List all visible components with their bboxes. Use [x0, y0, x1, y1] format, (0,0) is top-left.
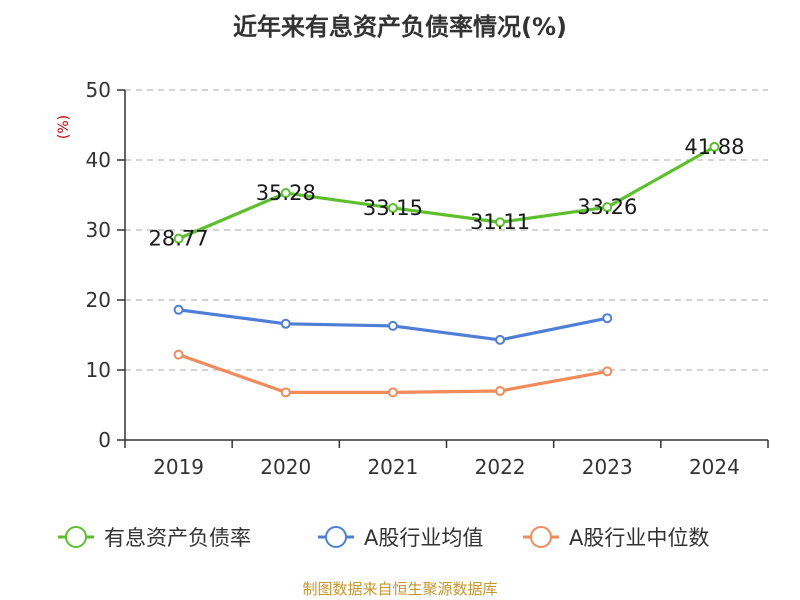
data-label: 28.77 [149, 227, 209, 251]
data-point [280, 387, 291, 398]
x-tick-label: 2023 [582, 455, 633, 479]
series-3 [173, 349, 613, 398]
x-tick-label: 2021 [367, 455, 418, 479]
series-1 [173, 141, 720, 244]
data-point [495, 386, 506, 396]
data-point [280, 318, 291, 329]
legend-marker [65, 526, 87, 548]
data-label: 31.11 [470, 210, 530, 234]
x-tick-label: 2022 [475, 455, 526, 479]
data-point [387, 202, 398, 213]
data-point [173, 233, 184, 244]
x-tick-label: 2024 [689, 455, 740, 479]
series-2 [173, 304, 613, 345]
y-tick-label: 20 [86, 288, 111, 312]
data-point [709, 141, 720, 152]
series-layer [173, 141, 720, 398]
y-tick-label: 50 [86, 78, 111, 102]
y-axis-label: (%) [56, 115, 72, 139]
axes: 0 10 20 30 40 50 2019 2020 2021 2022 2023 2024 (%) [56, 78, 769, 479]
data-label: 35.28 [256, 181, 316, 205]
legend-item-3: A股行业中位数 [523, 526, 709, 550]
y-tick-label: 30 [86, 218, 111, 242]
data-point [602, 202, 613, 213]
legend-marker [530, 526, 552, 548]
x-tick-label: 2020 [260, 455, 311, 479]
legend-label: 有息资产负债率 [104, 526, 251, 550]
data-label: 41.88 [684, 135, 744, 159]
data-point [280, 188, 291, 199]
data-point [387, 387, 398, 398]
data-point [173, 349, 184, 360]
y-tick-label: 40 [86, 148, 111, 172]
legend-marker [325, 526, 347, 548]
legend-item-1: 有息资产负债率 [58, 526, 251, 550]
data-point [602, 313, 613, 324]
data-label: 33.26 [577, 195, 637, 219]
series-line [177, 145, 716, 241]
data-point [173, 304, 184, 315]
data-point [495, 217, 506, 228]
x-tick-label: 2019 [153, 455, 204, 479]
data-point [387, 320, 398, 331]
data-label: 33.15 [363, 196, 423, 220]
chart-title: 近年来有息资产负债率情况(%) [233, 13, 567, 41]
legend-label: A股行业中位数 [569, 526, 709, 550]
y-tick-label: 0 [98, 428, 111, 452]
y-tick-label: 10 [86, 358, 111, 382]
legend: 有息资产负债率 A股行业均值 A股行业中位数 [58, 526, 709, 550]
data-labels: 28.77 35.28 33.15 31.11 33.26 41.88 [149, 135, 745, 251]
data-point [602, 366, 613, 377]
data-point [495, 334, 506, 345]
legend-item-2: A股行业均值 [318, 526, 483, 550]
source-note: 制图数据来自恒生聚源数据库 [302, 580, 497, 598]
series-line [178, 353, 608, 394]
grid [125, 89, 768, 371]
legend-label: A股行业均值 [364, 526, 483, 550]
